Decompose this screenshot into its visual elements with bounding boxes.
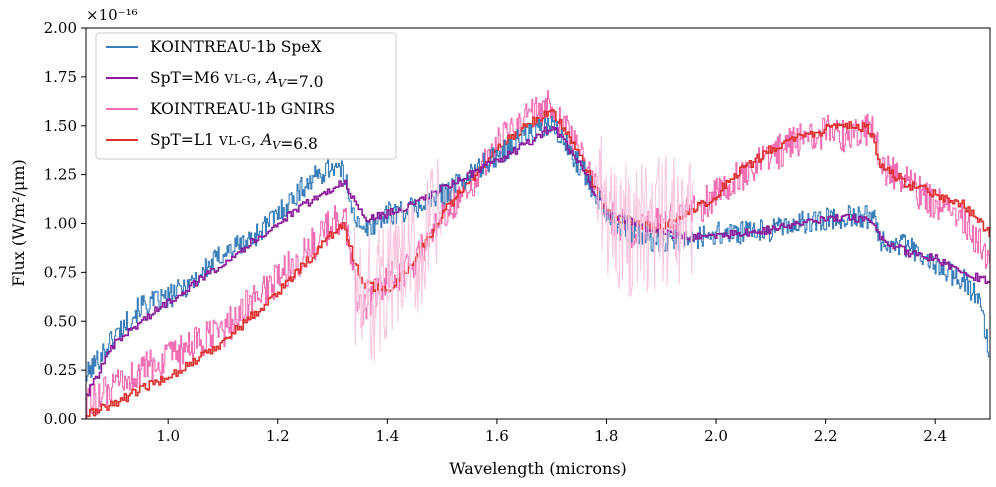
y-axis: 0.00 0.25 0.50 0.75 1.00 1.25 1.50 1.75 2.00 bbox=[44, 19, 86, 428]
y-tick-label: 0.75 bbox=[44, 263, 77, 281]
telluric-noise-line bbox=[595, 135, 694, 297]
legend-entry: KOINTREAU-1b SpeX bbox=[150, 38, 322, 56]
x-tick-label: 2.0 bbox=[704, 427, 728, 445]
legend-entry: SpT=L1 VL-G, AV=6.8 bbox=[150, 131, 318, 153]
series-line bbox=[86, 126, 990, 397]
y-tick-label: 0.25 bbox=[44, 361, 77, 379]
y-multiplier: ×10⁻¹⁶ bbox=[86, 6, 138, 24]
x-tick-label: 1.2 bbox=[266, 427, 290, 445]
x-axis: 1.0 1.2 1.4 1.6 1.8 2.0 2.2 2.4 bbox=[156, 419, 947, 445]
x-tick-label: 1.6 bbox=[485, 427, 509, 445]
legend: KOINTREAU-1b SpeX SpT=M6 VL-G, AV=7.0 KOIN… bbox=[95, 32, 397, 160]
y-tick-label: 0.00 bbox=[44, 410, 77, 428]
legend-entry: KOINTREAU-1b GNIRS bbox=[150, 100, 335, 118]
x-tick-label: 1.8 bbox=[595, 427, 619, 445]
y-tick-label: 1.00 bbox=[44, 215, 77, 233]
x-tick-label: 2.4 bbox=[923, 427, 947, 445]
y-tick-label: 1.25 bbox=[44, 166, 77, 184]
y-tick-label: 1.50 bbox=[44, 117, 77, 135]
telluric-noise-line bbox=[353, 158, 443, 363]
series-line bbox=[86, 108, 990, 418]
series-line bbox=[86, 90, 990, 419]
x-tick-label: 2.2 bbox=[814, 427, 838, 445]
x-axis-label: Wavelength (microns) bbox=[449, 459, 627, 478]
x-tick-label: 1.4 bbox=[375, 427, 399, 445]
y-axis-label: Flux (W/m²/μm) bbox=[9, 159, 28, 287]
y-tick-label: 2.00 bbox=[44, 19, 77, 37]
series-layer bbox=[86, 90, 990, 419]
y-tick-label: 0.50 bbox=[44, 312, 77, 330]
legend-entry: SpT=M6 VL-G, AV=7.0 bbox=[150, 69, 323, 91]
legend-box bbox=[95, 32, 397, 160]
x-tick-label: 1.0 bbox=[156, 427, 180, 445]
y-tick-label: 1.75 bbox=[44, 68, 77, 86]
series-line bbox=[86, 115, 990, 382]
